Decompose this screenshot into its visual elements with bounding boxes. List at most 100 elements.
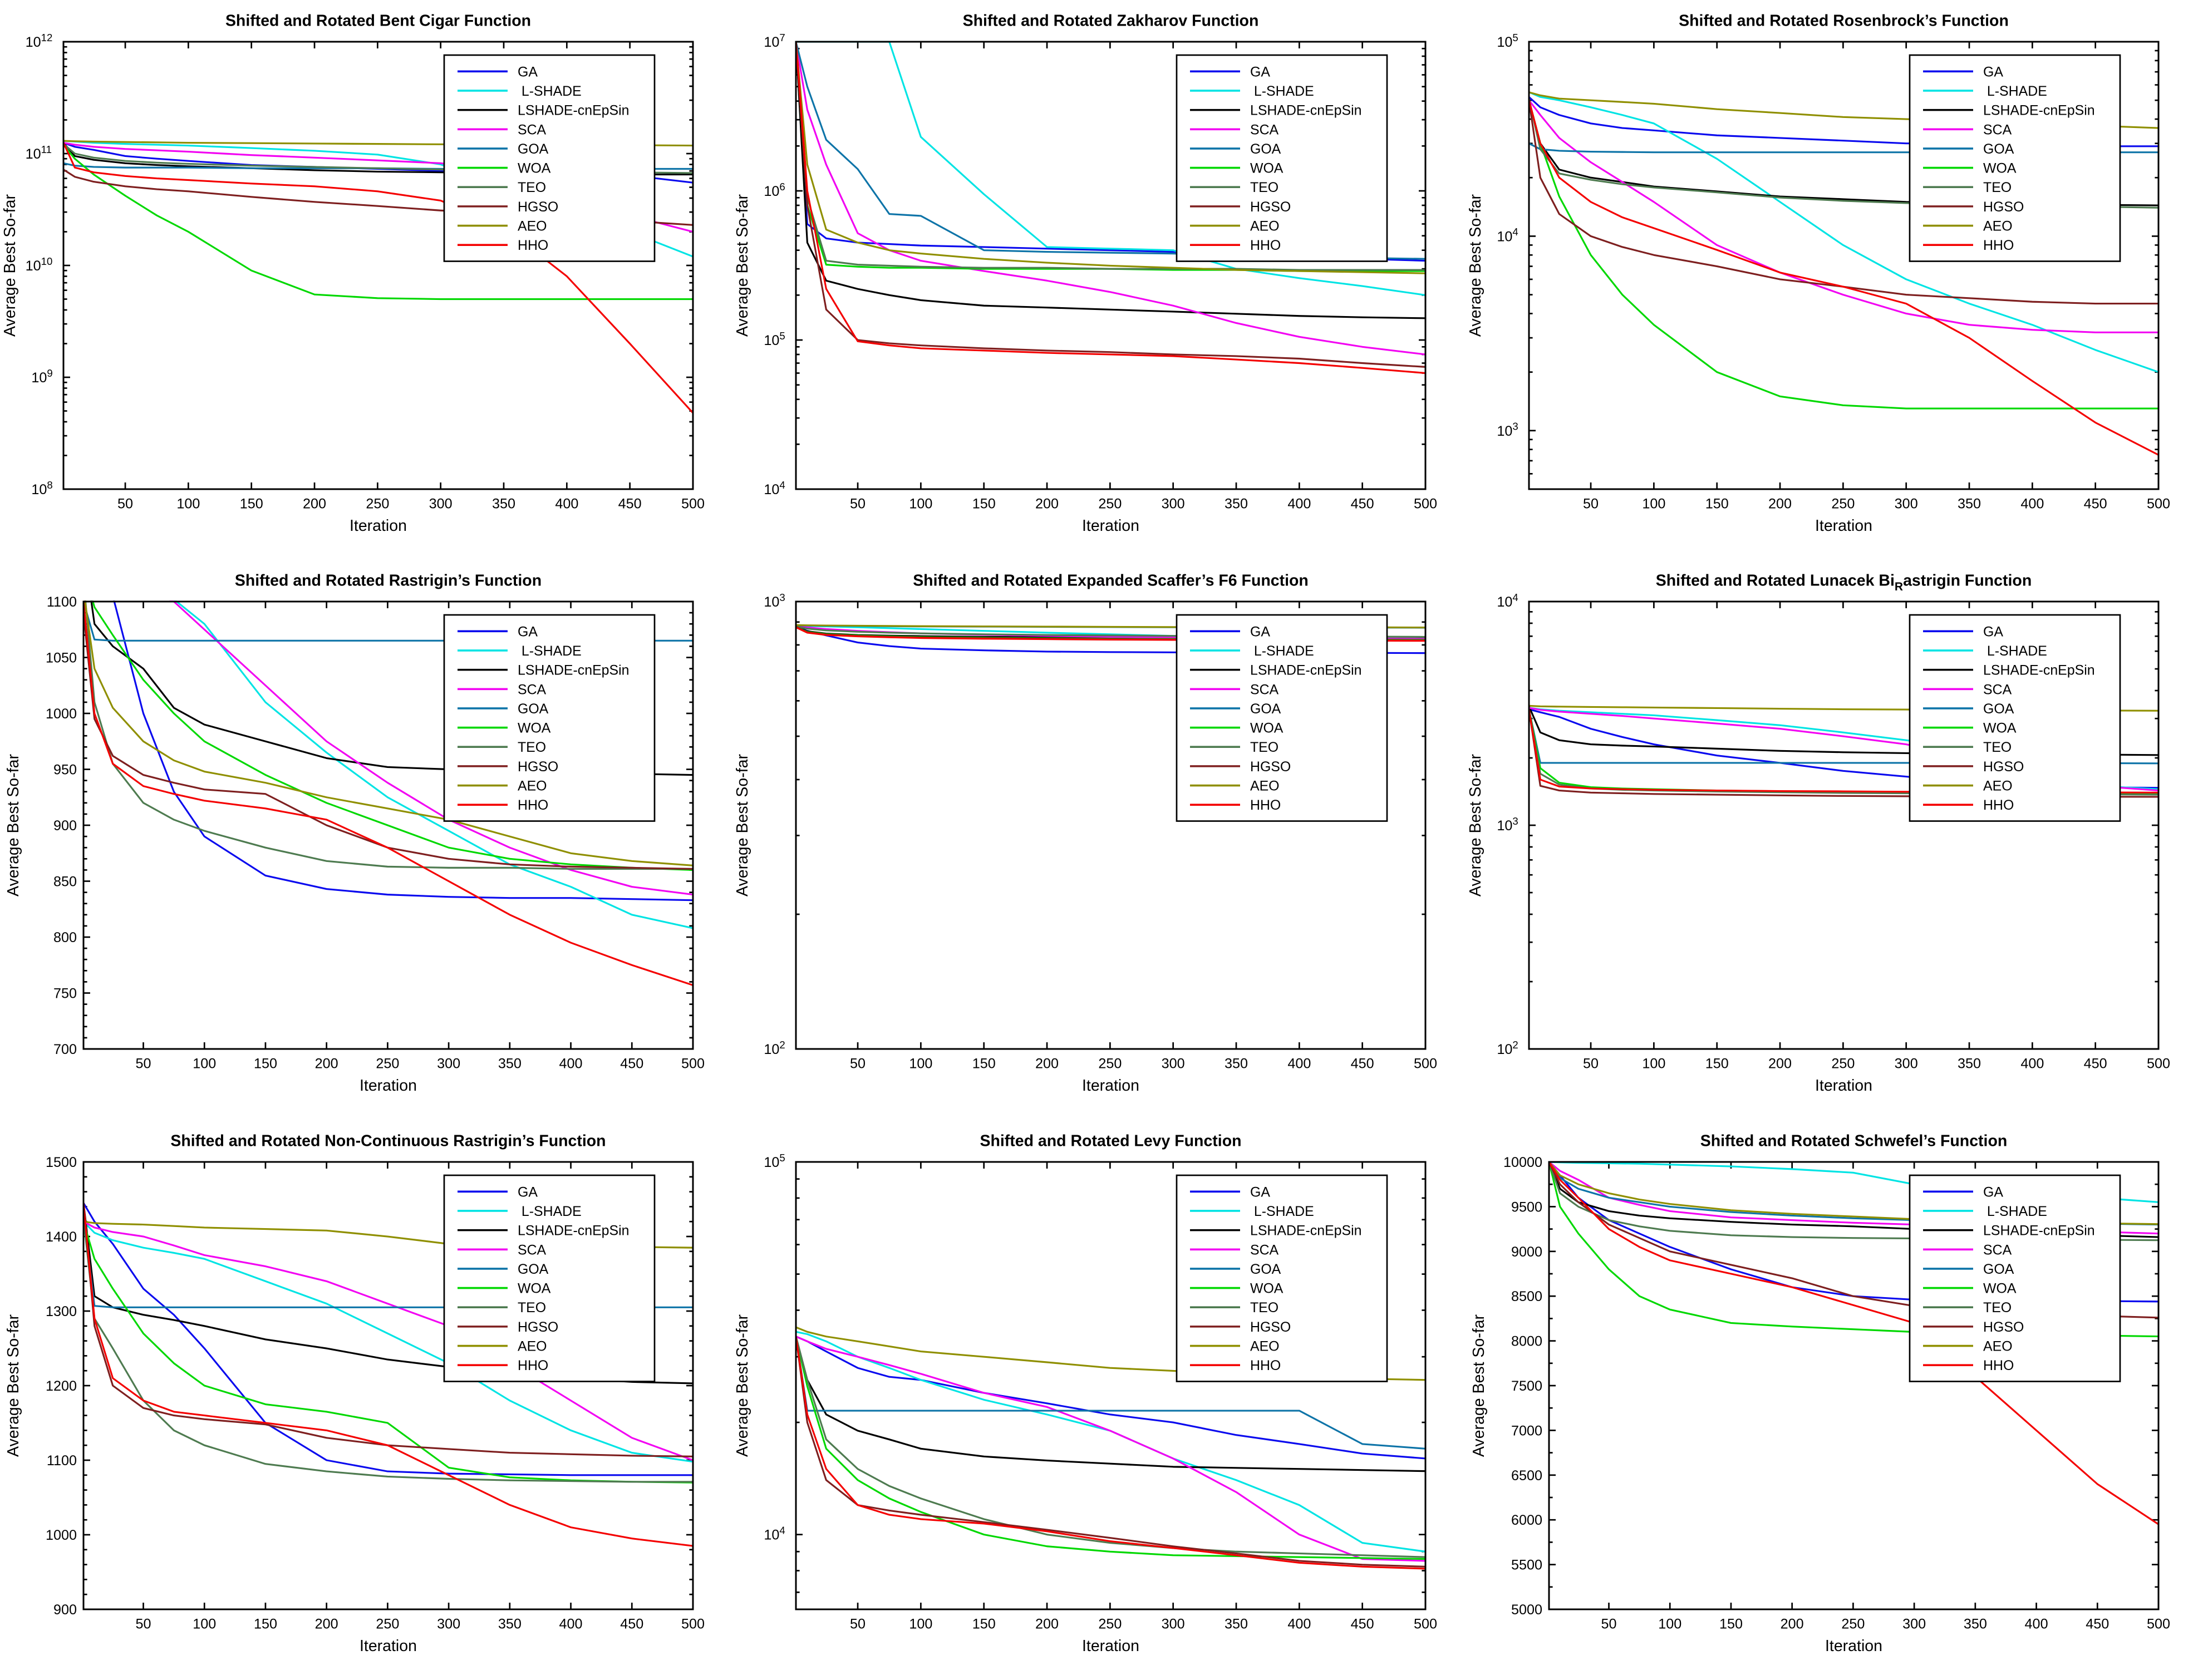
x-tick-label: 200 [1035,1616,1059,1632]
x-tick-label: 400 [1288,1056,1311,1072]
legend-entry-HHO: HHO [457,1358,548,1373]
legend-label: HGSO [518,1319,558,1335]
legend-label: TEO [518,180,546,195]
x-axis: 50 100 150 200 250 300 350 400 450 500 Iteration [136,1616,705,1654]
x-tick-label: 350 [1225,496,1248,512]
legend-label: WOA [1983,1280,2017,1296]
x-tick-label: 500 [1414,1616,1437,1632]
legend-label: GOA [1983,1262,2014,1277]
legend: GA L-SHADE LSHADE-cnEpSin SCA GOA WOA TEO HGSO… [443,1174,656,1382]
legend: GA L-SHADE LSHADE-cnEpSin SCA GOA WOA TEO HGSO… [1176,54,1388,262]
series-L-SHADE-line [796,1331,1426,1553]
x-tick-label: 350 [1958,1056,1981,1072]
y-tick-label: 104 [1497,592,1518,610]
y-axis-label: Average Best So-far [734,1314,751,1456]
x-axis: 50 100 150 200 250 300 350 400 450 500 Iteration [1583,1056,2170,1095]
legend-label: GOA [1250,141,1281,157]
legend-entry-SCA: SCA [1190,1242,1279,1258]
series-SCA-line [1528,100,2158,333]
legend: GA L-SHADE LSHADE-cnEpSin SCA GOA WOA TEO HGSO… [1176,1174,1388,1382]
legend-label: GA [518,64,538,80]
legend: GA L-SHADE LSHADE-cnEpSin SCA GOA WOA TEO HGSO… [1176,614,1388,822]
legend-entry-SCA: SCA [1190,682,1279,698]
legend-entry-SCA: SCA [457,1242,547,1258]
x-tick-label: 350 [1225,1616,1248,1632]
legend-entry-GA: GA [1190,624,1271,640]
x-tick-label: 50 [136,1056,151,1072]
subplot-svg-9: 50 100 150 200 250 300 350 400 450 500Iteration50… [1470,1132,2170,1655]
subplot-title: Shifted and Rotated Levy Function [980,1132,1242,1150]
legend-entry-GOA: GOA [1190,701,1281,717]
x-tick-label: 250 [1099,1056,1122,1072]
legend-entry-TEO: TEO [1190,180,1279,195]
x-tick-label: 300 [429,496,453,512]
legend-entry-TEO: TEO [1190,740,1279,756]
y-tick-label: 105 [764,330,785,348]
series-GA-line [113,600,693,901]
plot-border [62,41,694,490]
legend-label: GA [518,1184,538,1200]
y-tick-label: 5000 [1511,1602,1542,1618]
legend: GA L-SHADE LSHADE-cnEpSin SCA GOA WOA TEO HGSO… [443,614,656,822]
x-axis-label: Iteration [1082,1077,1139,1095]
x-tick-label: 100 [176,496,200,512]
series-HHO-line [83,602,693,987]
legend-entry-TEO: TEO [457,740,546,756]
subplot-cell-1: 50 100 150 200 250 300 350 400 450 500 Iteration 10… [0,0,732,560]
legend-label: GOA [518,141,549,157]
y-axis: 700 750 800 850 900 950 1000 1050 1100 Average Be… [4,594,77,1057]
subplot-svg-3: 50 100 150 200 250 300 350 400 450 500 Iteration 10… [1467,12,2170,535]
y-tick-label: 7500 [1511,1378,1542,1394]
series-SCA-line [83,1220,693,1461]
legend-label: AEO [518,779,547,794]
y-tick-label: 1300 [46,1304,77,1319]
legend-box [1176,54,1388,262]
x-tick-label: 300 [1902,1616,1926,1632]
subplot-svg-5: 50 100 150 200 250 300 350 400 450 500 Iteration 10… [734,572,1437,1095]
series-HHO-line [1528,100,2158,456]
y-tick-label: 1012 [26,32,53,50]
legend-entry-LSHADE-cnEpSin: LSHADE-cnEpSin [457,103,629,119]
x-tick-label: 250 [1099,496,1122,512]
legend-label: HHO [518,1358,548,1373]
legend-label: HHO [1983,1358,2014,1373]
x-tick-label: 350 [498,1616,522,1632]
x-tick-label: 400 [1288,1616,1311,1632]
y-tick-label: 103 [764,592,785,610]
legend-entry-GA: GA [457,624,538,640]
x-tick-label: 100 [909,1056,933,1072]
x-tick-label: 450 [620,1616,643,1632]
y-axis: 102 103 Average Best So-far [734,592,785,1057]
legend-label: GA [1250,624,1270,640]
legend-entry-HGSO: HGSO [457,1319,558,1335]
legend-entry-L-SHADE: L-SHADE [1190,643,1314,659]
legend-entry-WOA: WOA [1922,1280,2017,1296]
y-tick-label: 1100 [47,1453,77,1469]
x-tick-label: 300 [1894,1056,1917,1072]
y-tick-label: 103 [1497,815,1518,834]
y-axis: 5000 5500 6000 6500 7000 7500 8000 8500 9000 9500… [1470,1155,1542,1618]
x-tick-label: 350 [492,496,515,512]
plot-border [82,600,694,1050]
legend-label: WOA [1983,721,2017,736]
legend-entry-HHO: HHO [1190,1358,1281,1373]
legend-entry-WOA: WOA [457,1280,551,1296]
x-axis: 50 100 150 200 250 300 350 400 450 500 Iteration [850,1616,1437,1654]
legend-entry-LSHADE-cnEpSin: LSHADE-cnEpSin [1922,663,2094,678]
x-axis-label: Iteration [350,517,407,535]
x-tick-label: 50 [1583,496,1599,512]
legend-label: SCA [1250,682,1279,698]
x-tick-label: 300 [437,1056,460,1072]
x-tick-label: 250 [366,496,389,512]
legend-label: HGSO [518,759,558,775]
legend-box [1909,1174,2121,1382]
x-tick-label: 150 [972,1056,996,1072]
x-axis-label: Iteration [1082,517,1139,535]
x-tick-label: 450 [620,1056,643,1072]
legend-label: HGSO [518,199,558,215]
legend-label: LSHADE-cnEpSin [1250,103,1361,119]
legend-entry-AEO: AEO [1922,219,2012,234]
subplot-svg-4: 50 100 150 200 250 300 350 400 450 500 Iteration 70… [4,572,705,1095]
legend-entry-GOA: GOA [1190,1262,1281,1277]
legend-label: GOA [518,1262,549,1277]
